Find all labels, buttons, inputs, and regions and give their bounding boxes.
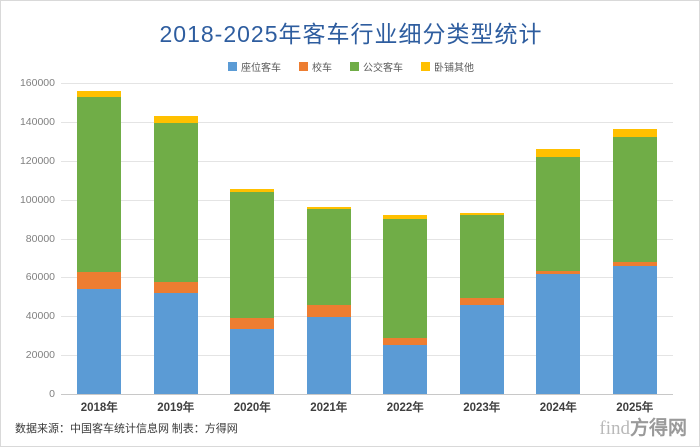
bar-segment[interactable] bbox=[612, 265, 657, 394]
gridline bbox=[61, 121, 673, 123]
legend-item-2[interactable]: 公交客车 bbox=[350, 59, 403, 74]
source-note: 数据来源：中国客车统计信息网 制表：方得网 bbox=[15, 423, 238, 435]
legend-item-3[interactable]: 卧铺其他 bbox=[421, 59, 474, 74]
bar-group[interactable] bbox=[230, 83, 275, 394]
chart-title: 2018-2025年客车行业细分类型统计 bbox=[159, 21, 543, 47]
bar-group[interactable] bbox=[77, 83, 122, 394]
watermark-light: find bbox=[599, 418, 630, 439]
legend-swatch-2 bbox=[350, 62, 359, 71]
gridline bbox=[61, 238, 673, 240]
bar-segment[interactable] bbox=[459, 298, 504, 305]
legend-label-3: 卧铺其他 bbox=[434, 63, 474, 74]
bar-segment[interactable] bbox=[230, 328, 275, 394]
bar-group[interactable] bbox=[459, 83, 504, 394]
x-tick-label: 2025年 bbox=[616, 402, 654, 414]
bar-group[interactable] bbox=[383, 83, 428, 394]
x-tick-label: 2021年 bbox=[310, 402, 348, 414]
gridline bbox=[61, 160, 673, 162]
bar-segment[interactable] bbox=[459, 212, 504, 216]
bar-segment[interactable] bbox=[536, 149, 581, 157]
legend-label-0: 座位客车 bbox=[241, 63, 281, 74]
bar-segment[interactable] bbox=[153, 115, 198, 124]
legend-swatch-3 bbox=[421, 62, 430, 71]
y-tick-label: 80000 bbox=[25, 232, 55, 245]
bar-segment[interactable] bbox=[77, 91, 122, 97]
watermark-dark: 方得网 bbox=[629, 418, 687, 439]
bar-segment[interactable] bbox=[153, 282, 198, 293]
y-tick-label: 60000 bbox=[25, 271, 55, 284]
bar-segment[interactable] bbox=[153, 123, 198, 283]
bar-segment[interactable] bbox=[77, 96, 122, 272]
legend-label-2: 公交客车 bbox=[363, 63, 403, 74]
bar-group[interactable] bbox=[306, 83, 351, 394]
watermark: find方得网 bbox=[599, 413, 687, 440]
bar-segment[interactable] bbox=[77, 289, 122, 394]
gridline bbox=[61, 199, 673, 201]
gridline bbox=[61, 277, 673, 279]
bar-segment[interactable] bbox=[230, 192, 275, 318]
chart-legend: 座位客车 校车 公交客车 卧铺其他 bbox=[1, 59, 700, 74]
bar-segment[interactable] bbox=[383, 345, 428, 394]
bar-segment[interactable] bbox=[459, 304, 504, 394]
bar-segment[interactable] bbox=[77, 271, 122, 290]
legend-item-1[interactable]: 校车 bbox=[299, 59, 332, 74]
bar-segment[interactable] bbox=[306, 304, 351, 317]
legend-swatch-1 bbox=[299, 62, 308, 71]
x-tick-label: 2023年 bbox=[463, 402, 501, 414]
bar-group[interactable] bbox=[153, 83, 198, 394]
y-tick-label: 140000 bbox=[19, 115, 55, 128]
x-tick-label: 2024年 bbox=[539, 402, 577, 414]
legend-label-1: 校车 bbox=[312, 63, 332, 74]
bar-segment[interactable] bbox=[230, 317, 275, 329]
y-tick-label: 40000 bbox=[25, 310, 55, 323]
y-tick-label: 100000 bbox=[19, 193, 55, 206]
bar-segment[interactable] bbox=[612, 262, 657, 266]
chart-gridlines bbox=[61, 83, 673, 395]
x-tick-label: 2022年 bbox=[386, 402, 424, 414]
y-axis: 0 20000 40000 60000 80000 100000 120000 140000 1… bbox=[1, 77, 700, 400]
bar-segment[interactable] bbox=[536, 274, 581, 394]
bar-segment[interactable] bbox=[612, 137, 657, 263]
x-tick-label: 2019年 bbox=[157, 402, 195, 414]
bar-segment[interactable] bbox=[230, 189, 275, 193]
gridline bbox=[61, 316, 673, 318]
bar-segment[interactable] bbox=[306, 316, 351, 394]
gridline bbox=[61, 83, 673, 84]
bar-segment[interactable] bbox=[383, 218, 428, 339]
chart-plot-area bbox=[61, 83, 673, 394]
bar-segment[interactable] bbox=[306, 208, 351, 305]
gridline bbox=[61, 355, 673, 357]
bar-group[interactable] bbox=[536, 83, 581, 394]
y-tick-label: 0 bbox=[49, 388, 55, 400]
x-axis-line bbox=[61, 394, 673, 395]
legend-swatch-0 bbox=[228, 62, 237, 71]
x-axis: 2018年 2019年 2020年 2021年 2022年 2023年 2024年 2025年 bbox=[61, 399, 673, 417]
bar-segment[interactable] bbox=[536, 270, 581, 275]
legend-item-0[interactable]: 座位客车 bbox=[228, 59, 281, 74]
bar-segment[interactable] bbox=[612, 128, 657, 138]
y-tick-label: 160000 bbox=[19, 77, 55, 89]
bar-segment[interactable] bbox=[383, 338, 428, 346]
bar-segment[interactable] bbox=[383, 215, 428, 219]
bar-segment[interactable] bbox=[306, 207, 351, 209]
x-tick-label: 2018年 bbox=[80, 402, 118, 414]
y-tick-label: 20000 bbox=[25, 349, 55, 362]
y-tick-label: 120000 bbox=[19, 154, 55, 167]
bar-segment[interactable] bbox=[459, 215, 504, 299]
bar-group[interactable] bbox=[612, 83, 657, 394]
x-tick-label: 2020年 bbox=[233, 402, 271, 414]
bar-segment[interactable] bbox=[153, 292, 198, 394]
bar-segment[interactable] bbox=[536, 156, 581, 271]
